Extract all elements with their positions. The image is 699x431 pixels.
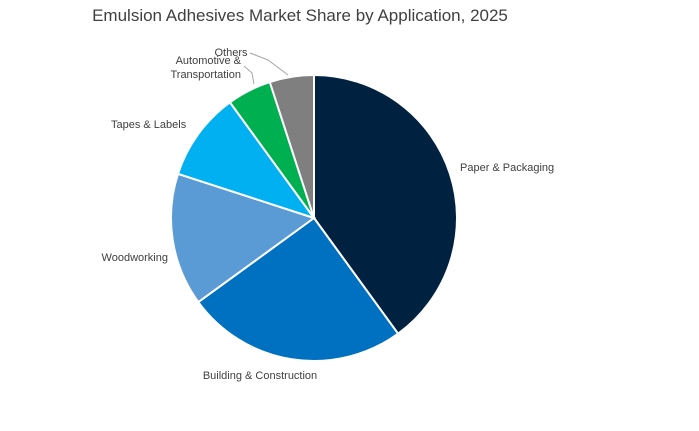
pie-slice-5 (268, 73, 315, 219)
slice-label-4: Automotive & Transportation (170, 55, 241, 81)
pie-slice-2 (170, 172, 317, 304)
leader-line-automotive (243, 65, 255, 85)
chart-title: Emulsion Adhesives Market Share by Appli… (92, 6, 508, 25)
slice-label-2: Woodworking (102, 252, 168, 264)
pie-slice-3 (176, 100, 317, 220)
pie-slice-1 (196, 216, 400, 362)
slice-label-3: Tapes & Labels (111, 119, 187, 131)
slice-label-5: Others (214, 47, 248, 59)
pie-slice-0 (313, 73, 458, 336)
slice-label-1: Building & Construction (203, 370, 317, 382)
leader-line-others (249, 52, 289, 76)
slice-label-0: Paper & Packaging (460, 162, 554, 174)
